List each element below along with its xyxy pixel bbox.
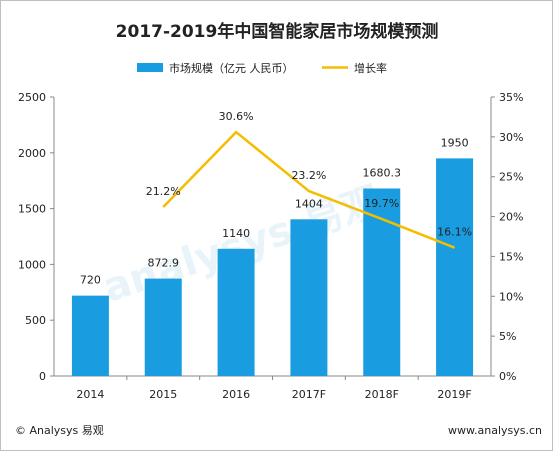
legend-bar-label: 市场规模（亿元 人民币） <box>169 61 294 75</box>
legend: 市场规模（亿元 人民币） 增长率 <box>137 61 387 75</box>
x-tick-label: 2015 <box>149 388 177 401</box>
y-left-tick-label: 2000 <box>18 147 46 160</box>
line-value-label: 19.7% <box>364 197 399 210</box>
bar <box>144 278 182 376</box>
y-left-tick-label: 1000 <box>18 258 46 271</box>
bar <box>71 295 109 376</box>
y-right-tick-label: 10% <box>499 290 523 303</box>
y-right-tick-label: 0% <box>499 370 516 383</box>
line-value-label: 30.6% <box>219 110 254 123</box>
x-tick-label: 2018F <box>365 388 399 401</box>
bar-value-label: 1140 <box>222 227 250 240</box>
x-tick-label: 2016 <box>222 388 250 401</box>
growth-rate-line <box>162 130 456 249</box>
y-left-tick-label: 2500 <box>18 91 46 104</box>
bar-value-label: 872.9 <box>148 257 180 270</box>
data-labels: 720 872.9 1140 1404 1680.3 1950 21.2% 30.6% 23.2… <box>80 110 472 287</box>
legend-line-label: 增长率 <box>354 61 387 75</box>
bar <box>290 219 328 376</box>
bar <box>217 248 255 376</box>
line-value-label: 16.1% <box>437 226 472 239</box>
y-right-tick-label: 20% <box>499 211 523 224</box>
footer-brand: © Analysys 易观 <box>15 424 104 437</box>
footer-url: www.analysys.cn <box>448 424 542 437</box>
bar-value-label: 1680.3 <box>363 166 402 179</box>
bar-value-label: 1950 <box>441 136 469 149</box>
y-right-tick-label: 30% <box>499 131 523 144</box>
y-left-tick-label: 0 <box>39 370 46 383</box>
bar <box>363 188 401 376</box>
bar-value-label: 720 <box>80 274 101 287</box>
line-value-label: 23.2% <box>291 169 326 182</box>
x-tick-label: 2019F <box>437 388 471 401</box>
bar <box>436 158 474 376</box>
x-tick-label: 2014 <box>76 388 104 401</box>
legend-bar-swatch <box>137 63 163 72</box>
chart-title: 2017-2019年中国智能家居市场规模预测 <box>116 21 439 42</box>
line-series <box>162 130 456 249</box>
axes: 0 500 1000 1500 2000 2500 0% 5% 10% 15% 20% 25% 30% 3… <box>18 91 523 401</box>
bar-value-label: 1404 <box>295 197 323 210</box>
x-tick-label: 2017F <box>292 388 326 401</box>
y-right-tick-label: 15% <box>499 250 523 263</box>
y-right-tick-label: 5% <box>499 330 516 343</box>
y-right-tick-label: 35% <box>499 91 523 104</box>
y-left-tick-label: 1500 <box>18 203 46 216</box>
line-value-label: 21.2% <box>146 185 181 198</box>
y-left-tick-label: 500 <box>25 314 46 327</box>
y-right-tick-label: 25% <box>499 171 523 184</box>
